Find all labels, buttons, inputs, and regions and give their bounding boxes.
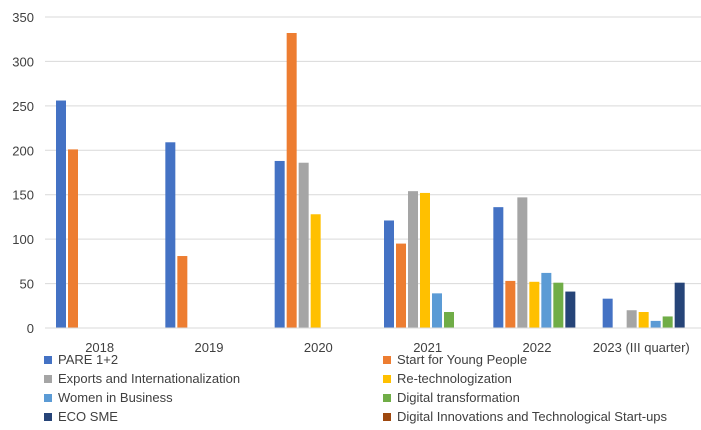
bar-exports-and-internationalization-2020 xyxy=(298,162,309,328)
y-tick-label: 250 xyxy=(12,99,34,114)
bar-pare-1-2-2021 xyxy=(384,220,394,328)
bar-start-for-young-people-2022 xyxy=(505,280,516,328)
bar-women-in-business-2021 xyxy=(432,293,442,328)
bar-re-technologization-2020 xyxy=(310,214,321,328)
bar-women-in-business-2022 xyxy=(541,272,552,328)
bar-re-technologization-2021 xyxy=(420,192,430,328)
bar-digital-transformation-2023-iii-quarter- xyxy=(662,316,673,328)
y-tick-label: 50 xyxy=(20,277,34,292)
y-tick-label: 200 xyxy=(12,143,34,158)
gridlines xyxy=(45,16,701,285)
bar-exports-and-internationalization-2022 xyxy=(517,197,528,328)
bar-eco-sme-2023-iii-quarter- xyxy=(674,282,685,328)
x-tick-label: 2022 xyxy=(523,340,552,355)
x-axis-tick-labels: 2018 2019 2020 2021 2022 2023 (III quarter) xyxy=(85,340,690,355)
y-tick-label: 0 xyxy=(27,321,34,336)
bar-pare-1-2-2018 xyxy=(56,100,66,328)
bar-start-for-young-people-2021 xyxy=(396,243,406,328)
bar-pare-1-2-2023-iii-quarter- xyxy=(602,298,613,328)
y-tick-label: 300 xyxy=(12,54,34,69)
bar-re-technologization-2022 xyxy=(529,281,540,328)
bar-exports-and-internationalization-2023-iii-quarter- xyxy=(626,310,637,328)
bar-start-for-young-people-2019 xyxy=(177,256,188,328)
bar-pare-1-2-2022 xyxy=(493,207,504,328)
bar-pare-1-2-2020 xyxy=(274,160,285,328)
x-tick-label: 2018 xyxy=(85,340,114,355)
x-tick-label: 2021 xyxy=(413,340,442,355)
bar-re-technologization-2023-iii-quarter- xyxy=(638,312,649,328)
bar-exports-and-internationalization-2021 xyxy=(408,191,418,328)
bar-pare-1-2-2019 xyxy=(165,142,176,328)
bar-women-in-business-2023-iii-quarter- xyxy=(650,320,661,328)
bar-start-for-young-people-2020 xyxy=(286,32,297,328)
x-tick-label: 2020 xyxy=(304,340,333,355)
bar-digital-transformation-2021 xyxy=(444,312,454,328)
bar-digital-transformation-2022 xyxy=(553,282,564,328)
bar-eco-sme-2022 xyxy=(565,291,576,328)
y-tick-label: 150 xyxy=(12,188,34,203)
x-tick-label: 2023 (III quarter) xyxy=(593,340,690,355)
y-axis-tick-labels: 0 50 100 150 200 250 300 350 xyxy=(12,10,34,336)
y-tick-label: 350 xyxy=(12,10,34,25)
bar-start-for-young-people-2018 xyxy=(68,149,78,328)
bars xyxy=(56,32,685,328)
y-tick-label: 100 xyxy=(12,232,34,247)
x-tick-label: 2019 xyxy=(195,340,224,355)
